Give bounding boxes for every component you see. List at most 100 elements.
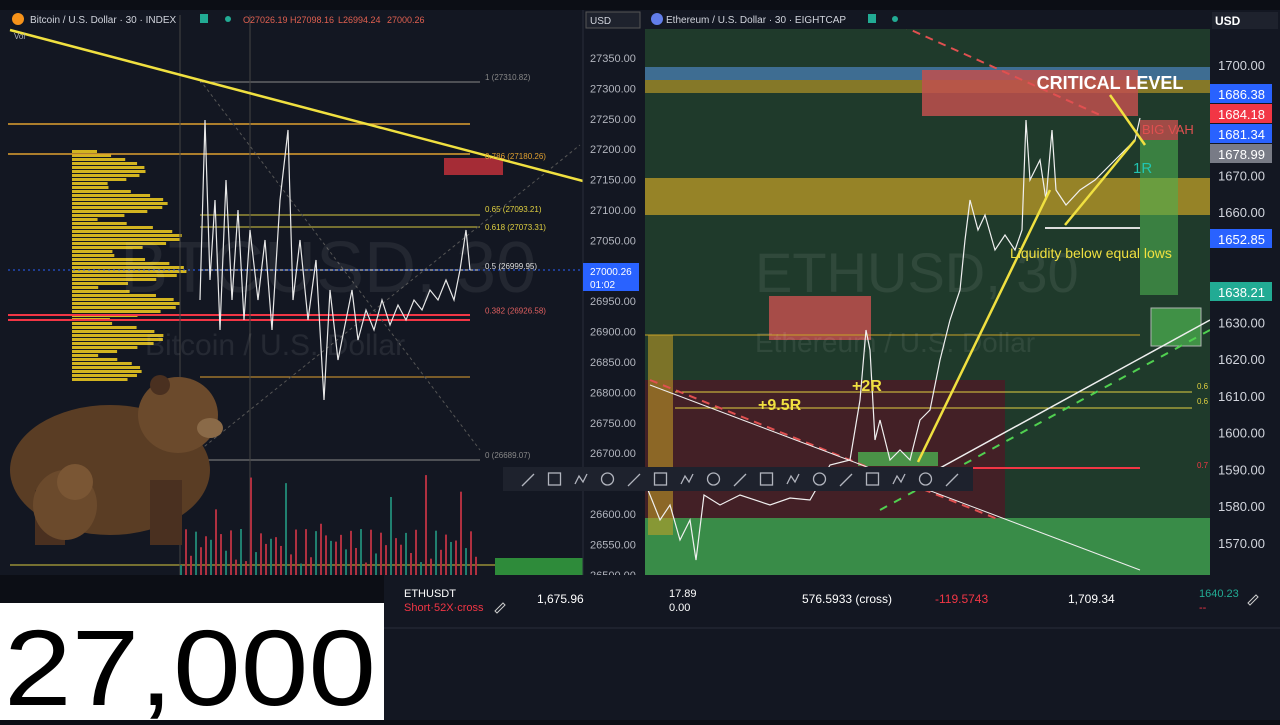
price-axis-label: 1590.00 — [1218, 462, 1265, 477]
profile-row — [72, 262, 170, 265]
profile-row — [72, 242, 167, 245]
tool-icon[interactable] — [627, 473, 641, 487]
tool-icon[interactable] — [733, 473, 747, 487]
price-overlay-box — [0, 603, 384, 720]
volume-bar — [400, 544, 402, 575]
volume-bar — [305, 529, 307, 575]
price-overlay: 27,000 — [4, 607, 376, 720]
cub-head — [57, 464, 93, 500]
bear-snout — [197, 418, 223, 438]
volume-bar — [270, 538, 272, 575]
demand-zone — [1150, 307, 1202, 347]
edit-icon[interactable] — [494, 602, 506, 614]
tool-icon[interactable] — [680, 473, 694, 485]
position-entry: 1,675.96 — [537, 592, 584, 606]
volume-bar — [425, 475, 427, 575]
price-axis-label: 1670.00 — [1218, 168, 1265, 183]
profile-row — [72, 158, 126, 161]
price-axis-label: 1660.00 — [1218, 205, 1265, 220]
position-mark-sub: -- — [1199, 602, 1207, 614]
price-tag-label: 1681.34 — [1218, 127, 1265, 142]
tool-icon[interactable] — [918, 472, 933, 486]
fib-mark: 0.6 — [1197, 382, 1209, 391]
status-dot — [892, 16, 898, 22]
annotation-vah: BIG VAH — [1142, 122, 1194, 137]
position-liquidation: 1,709.34 — [1068, 592, 1115, 606]
tool-icon[interactable] — [786, 473, 800, 485]
volume-bar — [435, 530, 437, 575]
currency-label: USD — [1215, 14, 1241, 28]
volume-bar — [250, 477, 252, 575]
price-tag-label: 1652.85 — [1218, 232, 1265, 247]
watermark-symbol: ETHUSD, 30 — [755, 241, 1079, 304]
volume-bar — [385, 545, 387, 575]
profile-row — [72, 230, 173, 233]
volume-bar — [340, 534, 342, 575]
profile-row — [72, 270, 187, 273]
volume-bar — [240, 529, 242, 575]
trend-line — [939, 319, 1211, 469]
fib-label: 0.618 (27073.31) — [485, 223, 546, 232]
target-zone — [1140, 140, 1178, 295]
currency-box[interactable] — [1212, 12, 1278, 29]
volume-bar — [185, 529, 187, 575]
price-axis-label: 27250.00 — [590, 114, 636, 126]
volume-bar — [210, 539, 212, 575]
demand-zone — [495, 558, 583, 575]
volume-bar — [215, 509, 217, 575]
tool-icon[interactable] — [547, 472, 562, 486]
volume-bar — [230, 530, 232, 575]
profile-row — [72, 250, 113, 253]
profile-row — [72, 354, 99, 357]
profile-row — [72, 170, 146, 173]
diagonal-line — [199, 79, 481, 451]
tool-icon[interactable] — [706, 472, 721, 486]
profile-row — [72, 310, 161, 313]
volume-bar — [445, 534, 447, 575]
tool-icon[interactable] — [892, 473, 906, 485]
drawing-tools — [521, 472, 959, 487]
price-tag — [1210, 229, 1272, 248]
price-axis-label: 26550.00 — [590, 539, 636, 551]
tool-icon[interactable] — [653, 472, 668, 486]
tool-icon[interactable] — [812, 472, 827, 486]
volume-bar — [190, 555, 192, 575]
profile-row — [72, 178, 127, 181]
status-icon — [200, 14, 208, 23]
tool-icon[interactable] — [600, 472, 615, 486]
eth-price-action — [647, 117, 1141, 561]
volume-bar — [180, 565, 182, 575]
tool-icon[interactable] — [839, 473, 853, 487]
tool-icon[interactable] — [521, 473, 535, 487]
currency-box[interactable] — [585, 11, 641, 29]
price-axis-label: 26800.00 — [590, 387, 636, 399]
dashed-trend — [649, 379, 1001, 521]
tool-icon[interactable] — [945, 473, 959, 487]
volume-bar — [390, 496, 392, 575]
last-price-tag — [583, 263, 639, 291]
tool-icon[interactable] — [759, 472, 774, 486]
profile-row — [72, 330, 155, 333]
profile-row — [72, 370, 142, 373]
volume-bar — [470, 531, 472, 575]
volume-bar — [450, 541, 452, 575]
volume-bar — [300, 563, 302, 575]
profile-row — [72, 214, 125, 217]
annotation-liquidity: Liquidity below equal lows — [1010, 245, 1172, 261]
volume-bar — [195, 531, 197, 575]
edit-icon[interactable] — [1247, 594, 1259, 606]
profile-row — [72, 162, 138, 165]
volume-bar — [355, 547, 357, 575]
watermark-symbol: BTCUSD, 30 — [120, 228, 536, 308]
fib-label: 0 (26689.07) — [485, 451, 531, 460]
volume-bar — [265, 543, 267, 575]
fib-label: 1 (27310.82) — [485, 73, 531, 82]
trend-line — [9, 28, 584, 183]
volume-bar — [465, 548, 467, 575]
btc-volume-profile — [72, 150, 187, 381]
tool-icon[interactable] — [574, 473, 588, 485]
price-axis-label: 26900.00 — [590, 327, 636, 339]
volume-bar — [255, 552, 257, 575]
tool-icon[interactable] — [865, 472, 880, 486]
